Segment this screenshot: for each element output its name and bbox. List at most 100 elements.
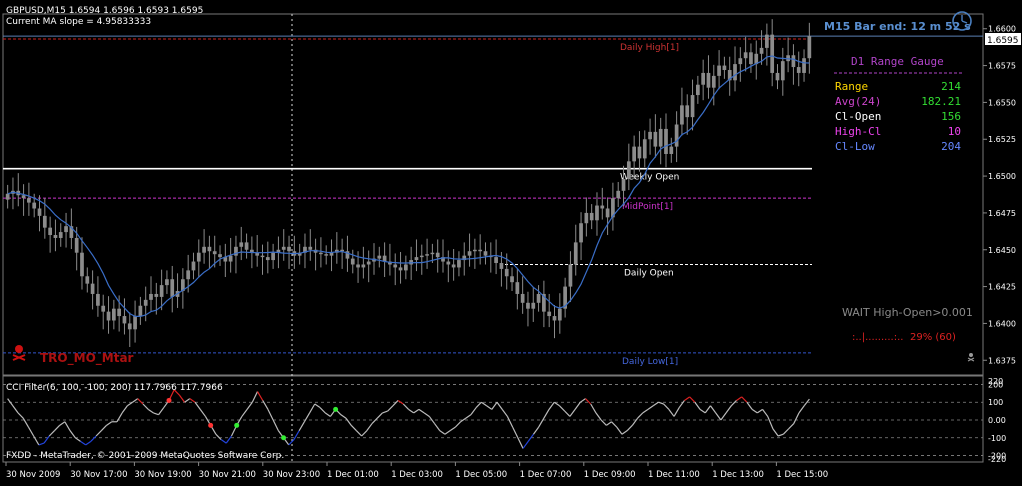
candle: [451, 249, 456, 281]
candle: [435, 239, 440, 273]
cci-tick-label: -200: [988, 452, 1006, 461]
candle: [223, 243, 228, 278]
candle: [510, 267, 514, 292]
x-tick-label: 1 Dec 13:00: [712, 470, 764, 480]
cci-segment: [392, 400, 399, 407]
cci-segment: [454, 421, 461, 428]
candle: [414, 239, 419, 272]
cci-plot-frame: [2, 375, 984, 463]
cci-segment: [788, 423, 795, 430]
candle: [308, 229, 313, 261]
candle: [271, 243, 275, 269]
cci-segment: [746, 401, 753, 410]
candle: [488, 242, 493, 273]
candle: [680, 87, 684, 136]
cci-segment: [595, 412, 602, 421]
candle: [58, 223, 63, 247]
candle: [149, 276, 153, 311]
cci-segment: [298, 421, 305, 431]
cci-segment: [564, 410, 571, 417]
candle: [403, 255, 408, 280]
level-label: Daily Low[1]: [622, 357, 678, 367]
candle: [366, 250, 371, 283]
cci-segment: [251, 391, 259, 403]
cci-segment: [715, 412, 722, 421]
cci-segment: [371, 417, 378, 424]
candle: [780, 47, 785, 96]
cci-segment: [663, 403, 670, 410]
cci-segment: [27, 426, 35, 437]
cci-segment: [709, 405, 717, 414]
candle: [754, 40, 759, 80]
cci-segment: [116, 412, 123, 423]
cci-segment: [460, 417, 467, 423]
x-tick-label: 1 Dec 07:00: [520, 470, 572, 480]
candle: [632, 135, 636, 180]
cci-segment: [356, 430, 363, 437]
cci-segment: [17, 412, 24, 419]
cci-segment: [569, 408, 576, 417]
candle: [695, 75, 700, 104]
cci-segment: [506, 416, 514, 428]
cci-segment: [153, 412, 159, 416]
candle: [159, 269, 164, 311]
cci-segment: [33, 435, 40, 446]
cci-segment: [543, 409, 550, 419]
candle: [478, 234, 483, 265]
skull-icon: [12, 345, 26, 361]
cci-segment: [652, 401, 659, 407]
cci-segment: [501, 408, 508, 417]
cci-segment: [772, 428, 779, 437]
candle: [101, 294, 106, 330]
gauge-row: Range 214: [835, 80, 961, 93]
candle: [669, 137, 674, 163]
level-label: Daily High[1]: [620, 43, 679, 53]
gauge-row-label: Avg(24): [835, 95, 881, 108]
candle: [260, 244, 265, 275]
cci-segment: [522, 440, 529, 449]
cci-tick-label: 0.00: [988, 416, 1006, 425]
cci-segment: [80, 440, 87, 446]
candle: [685, 94, 690, 135]
cci-tick-label: -100: [988, 434, 1006, 443]
candle: [80, 237, 84, 290]
candle: [143, 286, 148, 322]
candle: [133, 300, 137, 343]
cci-segment: [553, 401, 560, 407]
cci-indicator-label: CCI Filter(6, 100, -100, 200) 117.7966 1…: [6, 383, 223, 393]
candle: [234, 235, 238, 274]
gauge-row: Avg(24) 182.21: [835, 95, 961, 108]
candle: [552, 305, 557, 339]
progress-dots: :..|.........:..: [852, 332, 903, 343]
candle: [653, 114, 658, 158]
cci-segment: [54, 424, 61, 432]
candle: [690, 79, 695, 131]
cci-segment: [267, 409, 274, 421]
candle: [48, 216, 52, 253]
candle: [446, 250, 451, 283]
cci-segment: [43, 435, 50, 444]
candle: [557, 293, 562, 334]
range-gauge-title: D1 Range Gauge: [851, 55, 944, 68]
candle: [706, 55, 711, 99]
cci-segment: [173, 389, 180, 396]
cci-segment: [579, 398, 586, 403]
cci-segment: [496, 401, 503, 410]
candle: [127, 312, 132, 348]
cci-segment: [293, 430, 300, 440]
y-tick-label: 1.6425: [988, 283, 1016, 292]
candle: [345, 235, 350, 272]
cci-segment: [137, 398, 144, 405]
candle: [191, 252, 196, 280]
candle: [483, 242, 488, 265]
cci-segment: [387, 405, 394, 412]
cci-segment: [767, 416, 774, 430]
cci-segment: [481, 401, 487, 407]
cci-segment: [491, 401, 498, 410]
cci-segment: [585, 398, 592, 405]
cci-segment: [340, 414, 347, 419]
candle: [292, 235, 297, 269]
cci-segment: [517, 437, 524, 449]
